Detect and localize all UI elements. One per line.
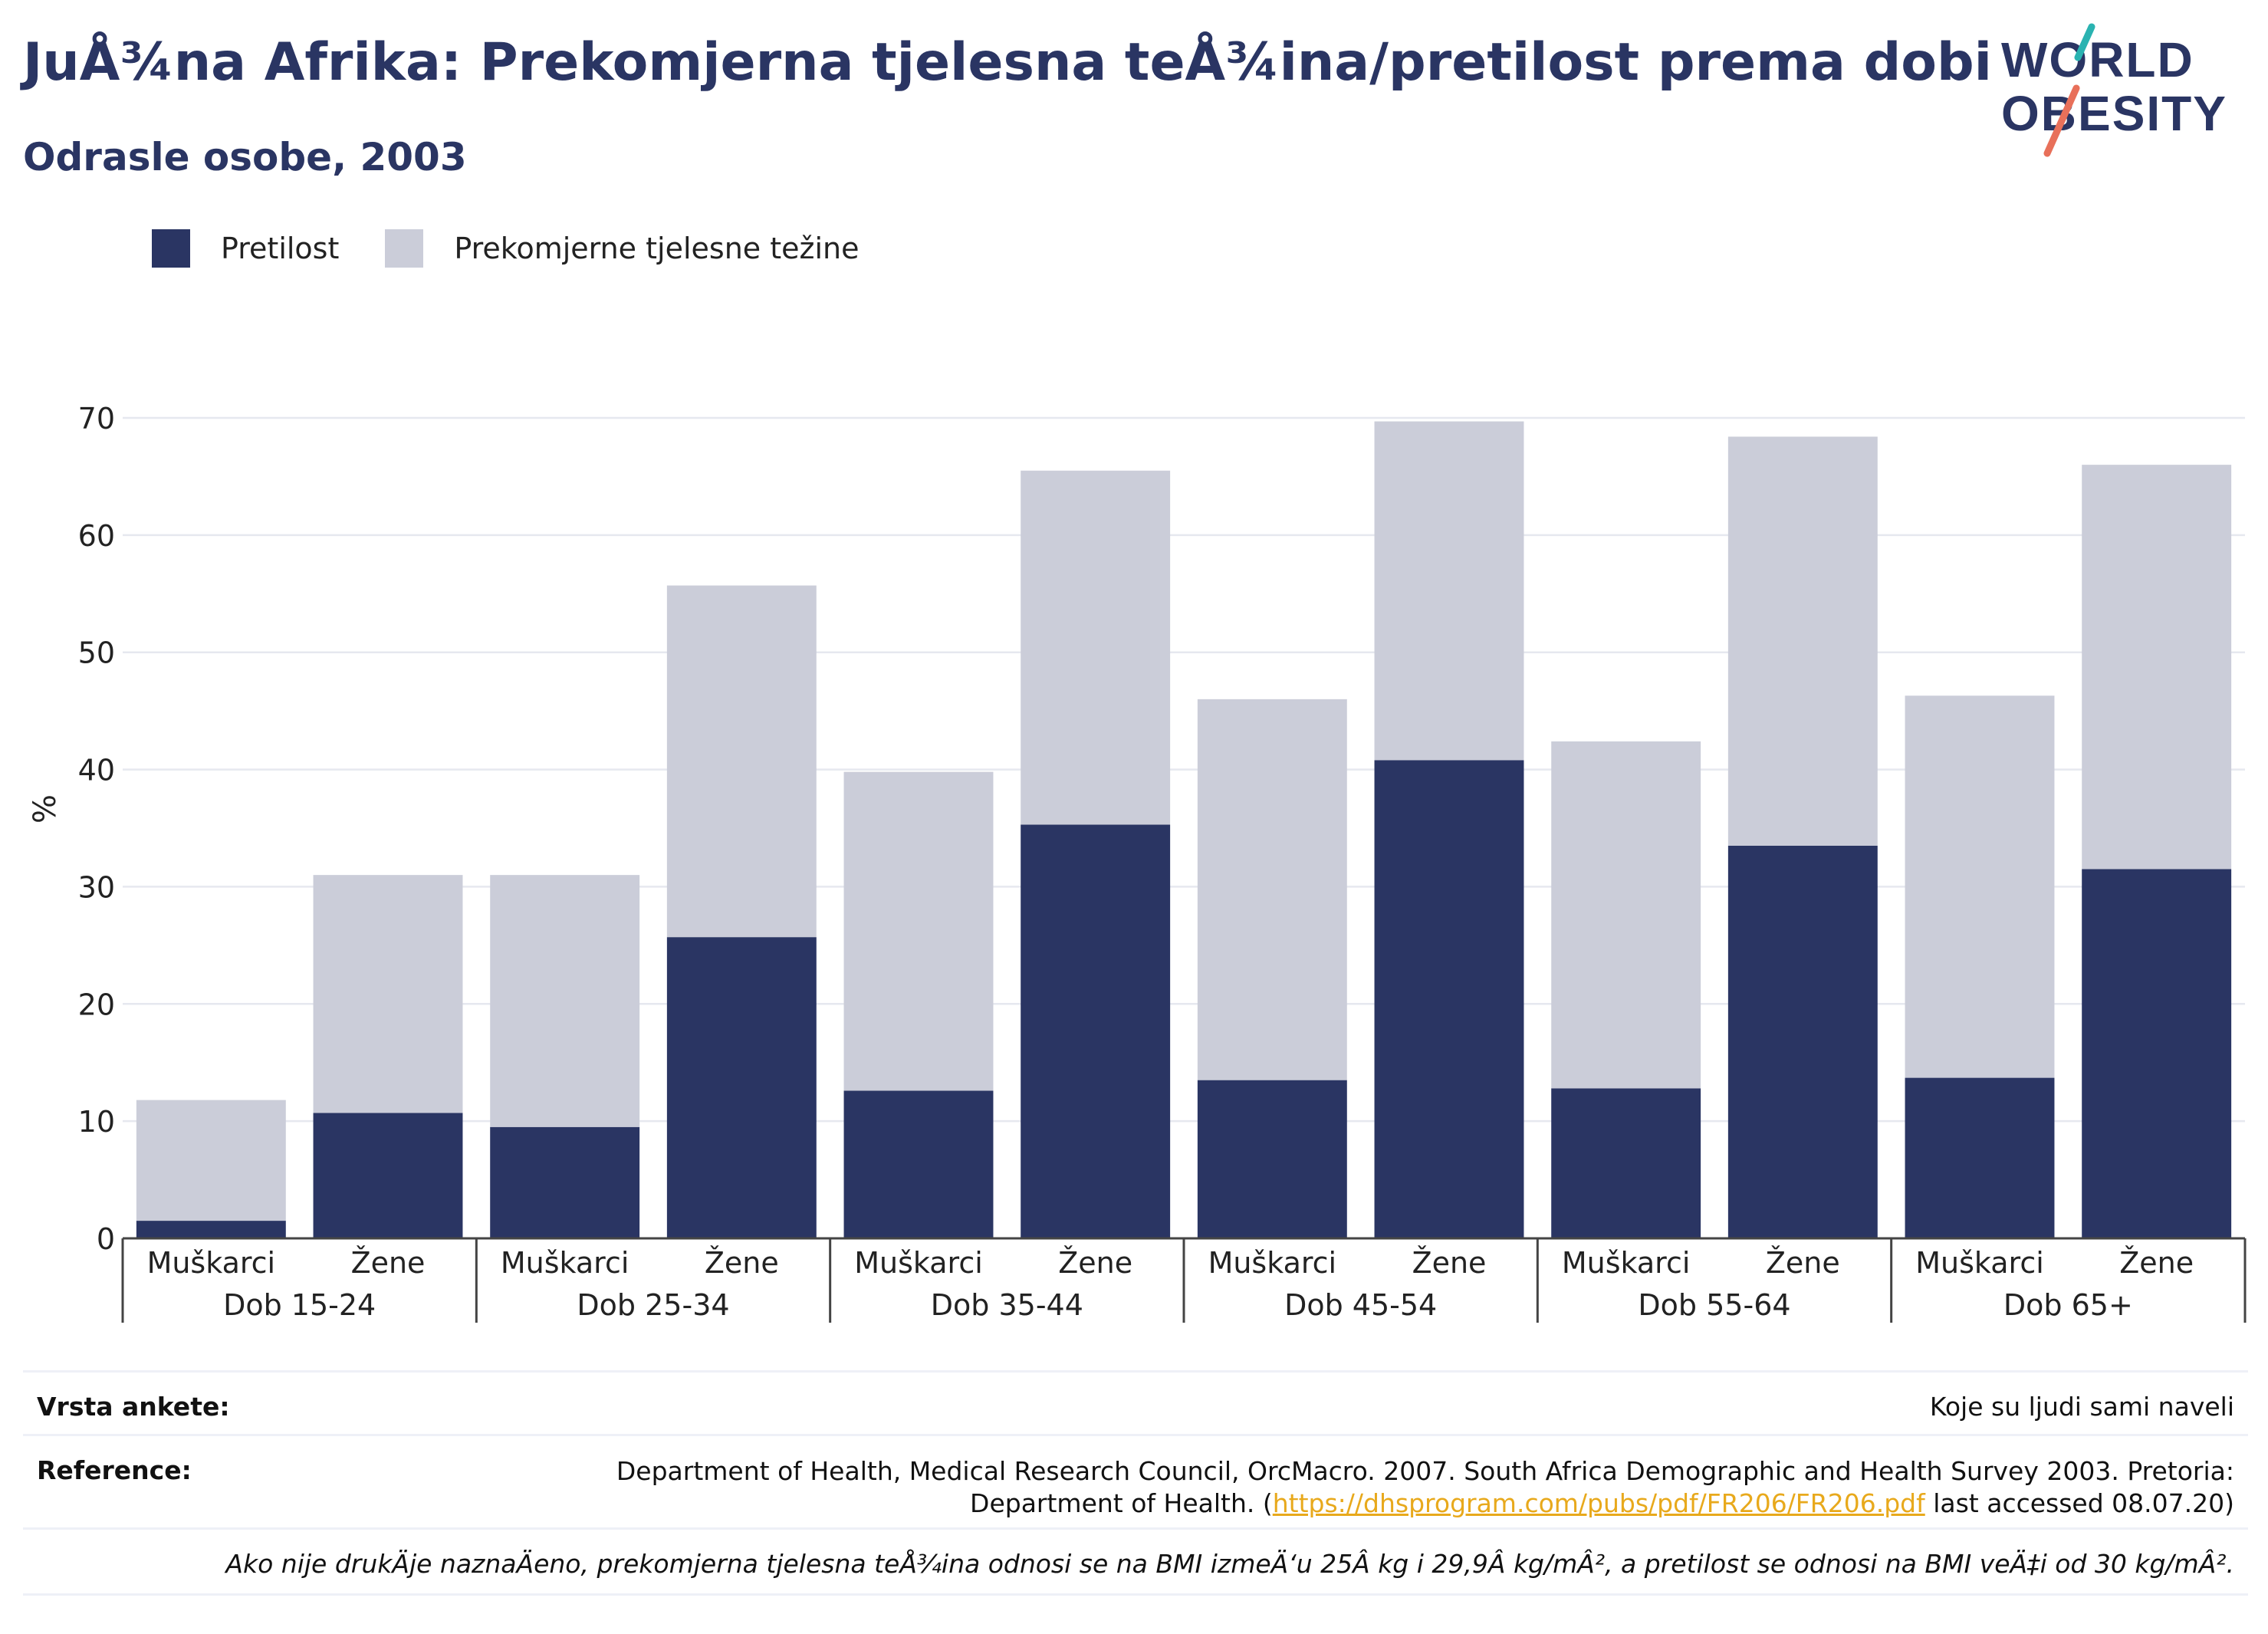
footer-divider (23, 1434, 2248, 1436)
x-group-label: Dob 25-34 (577, 1288, 729, 1322)
x-subcategory-label: Muškarci (1208, 1246, 1337, 1280)
y-tick-label: 70 (78, 402, 115, 436)
bar-overweight[interactable] (844, 772, 994, 1091)
x-group-label: Dob 15-24 (223, 1288, 376, 1322)
bar-obesity[interactable] (1905, 1078, 2055, 1238)
reference-line-1: Department of Health, Medical Research C… (616, 1455, 2234, 1488)
x-subcategory-label: Žene (1766, 1246, 1840, 1280)
reference-line-2: Department of Health. (https://dhsprogra… (616, 1488, 2234, 1520)
bar-obesity[interactable] (1021, 824, 1170, 1238)
bar-overweight[interactable] (1551, 741, 1701, 1088)
bar-obesity[interactable] (2082, 870, 2231, 1239)
bar-obesity[interactable] (844, 1090, 994, 1238)
y-tick-label: 50 (78, 636, 115, 670)
y-tick-label: 40 (78, 754, 115, 787)
x-subcategory-label: Muškarci (1915, 1246, 2044, 1280)
x-subcategory-label: Muškarci (1562, 1246, 1691, 1280)
bar-overweight[interactable] (136, 1100, 286, 1221)
definition-note: Ako nije drukÄ je naznaÄ eno, prekomjern… (225, 1549, 2234, 1579)
reference-text: Department of Health, Medical Research C… (616, 1455, 2234, 1520)
bars (136, 422, 2231, 1238)
footer-divider (23, 1593, 2248, 1596)
y-axis-ticks: 0 10 20 30 40 50 60 70 (78, 402, 115, 1256)
x-subcategory-label: Žene (2119, 1246, 2194, 1280)
bar-overweight[interactable] (1021, 471, 1170, 825)
bar-obesity[interactable] (314, 1113, 463, 1238)
x-group-label: Dob 35-44 (931, 1288, 1083, 1322)
x-subcategory-label: Muškarci (501, 1246, 629, 1280)
x-subcategory-label: Muškarci (147, 1246, 276, 1280)
reference-link[interactable]: https://dhsprogram.com/pubs/pdf/FR206/FR… (1273, 1488, 1925, 1518)
bar-overweight[interactable] (1375, 422, 1524, 761)
y-tick-label: 10 (78, 1105, 115, 1139)
footer-divider (23, 1370, 2248, 1373)
bar-obesity[interactable] (1375, 760, 1524, 1238)
x-subcategory-label: Muškarci (854, 1246, 983, 1280)
bar-overweight[interactable] (2082, 465, 2231, 869)
survey-type-label: Vrsta ankete: (37, 1392, 230, 1422)
bar-overweight[interactable] (1728, 436, 1878, 845)
y-tick-label: 20 (78, 988, 115, 1021)
bar-obesity[interactable] (136, 1221, 286, 1238)
x-group-label: Dob 65+ (2003, 1288, 2133, 1322)
x-subcategory-label: Žene (705, 1246, 779, 1280)
y-tick-label: 60 (78, 519, 115, 553)
reference-line-2-pre: Department of Health. ( (970, 1488, 1273, 1518)
y-tick-label: 0 (97, 1222, 115, 1256)
bar-overweight[interactable] (1905, 695, 2055, 1077)
bar-obesity[interactable] (1551, 1088, 1701, 1238)
x-group-label: Dob 45-54 (1284, 1288, 1437, 1322)
bar-overweight[interactable] (667, 586, 817, 938)
bar-chart: 010203040506070 % Muškarci ŽeneDob 15-24M… (0, 0, 2268, 1350)
bar-obesity[interactable] (1728, 846, 1878, 1238)
reference-line-2-post: last accessed 08.07.20) (1925, 1488, 2234, 1518)
bar-overweight[interactable] (490, 875, 639, 1127)
x-subcategory-label: Žene (1058, 1246, 1132, 1280)
x-axis-labels: Muškarci Žene Dob 15-24 Muškarci Žene Dob 25-… (123, 1238, 2245, 1323)
bar-obesity[interactable] (490, 1127, 639, 1238)
reference-label: Reference: (37, 1455, 192, 1485)
y-axis-label: % (28, 794, 63, 824)
x-subcategory-label: Žene (1412, 1246, 1487, 1280)
bar-overweight[interactable] (314, 875, 463, 1113)
bar-obesity[interactable] (1198, 1080, 1347, 1238)
footer-divider (23, 1527, 2248, 1530)
y-tick-label: 30 (78, 870, 115, 904)
survey-type-value: Koje su ljudi sami naveli (1930, 1392, 2234, 1422)
bar-obesity[interactable] (667, 937, 817, 1238)
bar-overweight[interactable] (1198, 699, 1347, 1080)
x-subcategory-label: Žene (351, 1246, 426, 1280)
x-group-label: Dob 55-64 (1638, 1288, 1790, 1322)
